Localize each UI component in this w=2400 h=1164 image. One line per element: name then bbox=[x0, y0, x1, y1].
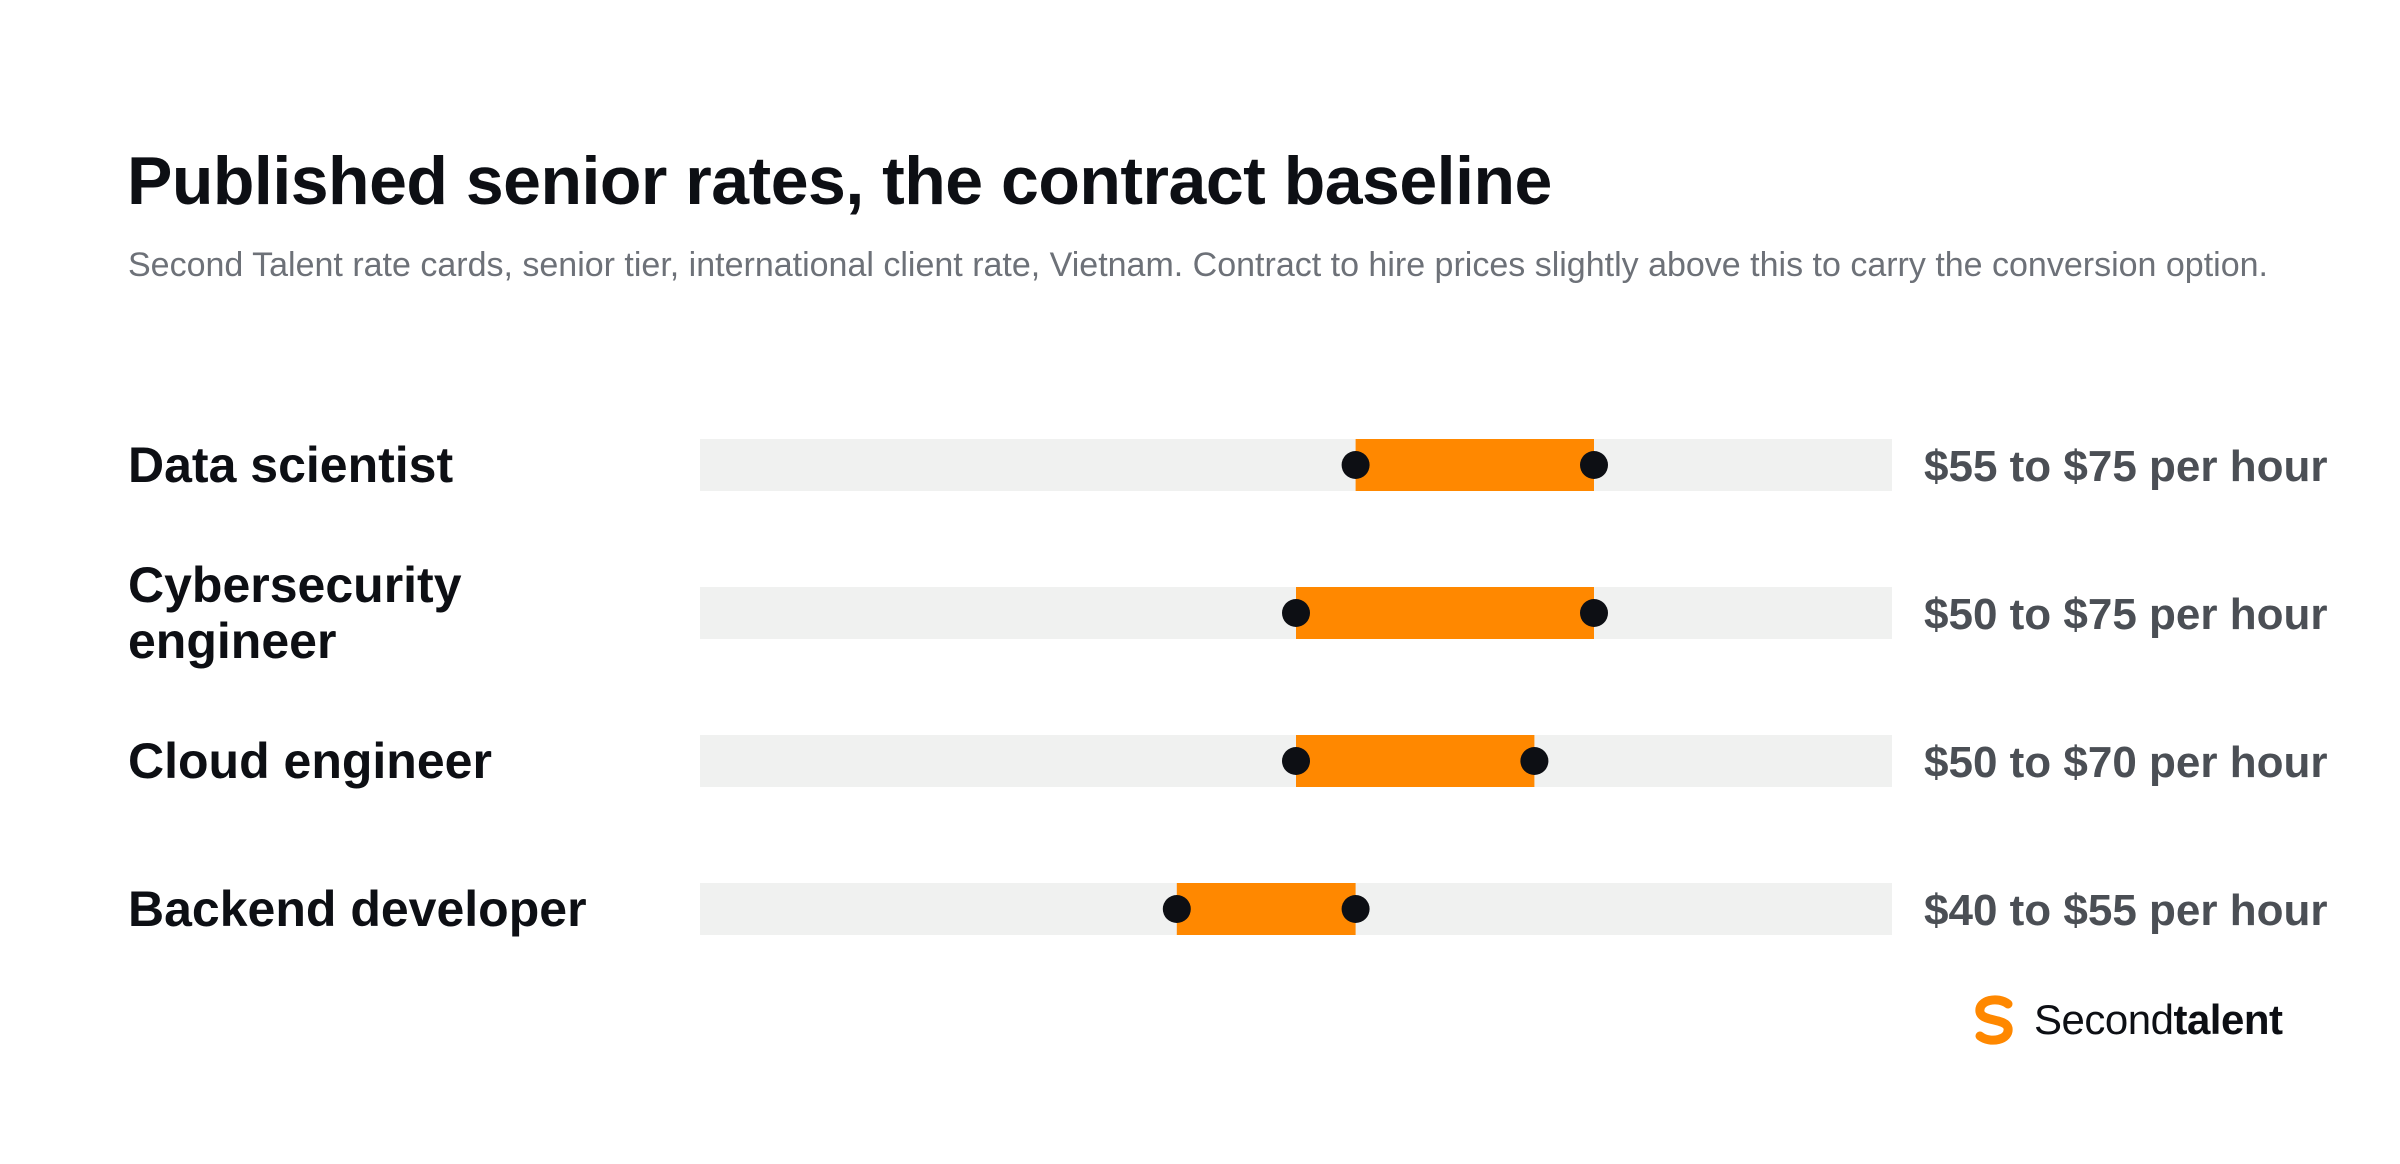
value-label: $50 to $75 per hour bbox=[1924, 590, 2327, 639]
row-label: Backend developer bbox=[128, 881, 587, 937]
chart-subtitle: Second Talent rate cards, senior tier, i… bbox=[128, 246, 2268, 284]
range-low-dot bbox=[1341, 451, 1370, 479]
brand-wordmark: Secondtalent bbox=[2034, 996, 2283, 1044]
row-label-line: engineer bbox=[128, 613, 336, 669]
chart-title: Published senior rates, the contract bas… bbox=[127, 143, 1552, 219]
range-track bbox=[700, 439, 1892, 491]
row-label: Cloud engineer bbox=[128, 733, 492, 789]
value-label: $50 to $70 per hour bbox=[1924, 738, 2327, 787]
range-bar bbox=[1296, 587, 1594, 639]
row-label-line: Backend developer bbox=[128, 881, 587, 937]
range-low-dot bbox=[1282, 747, 1310, 775]
range-low-dot bbox=[1282, 599, 1310, 627]
value-label: $55 to $75 per hour bbox=[1924, 442, 2327, 491]
range-bar bbox=[1355, 439, 1594, 491]
brand-logo: Secondtalent bbox=[1968, 990, 2283, 1050]
brand-name-light: Second bbox=[2034, 996, 2174, 1043]
row-label: Cybersecurity engineer bbox=[128, 557, 462, 669]
row-label-line: Cybersecurity bbox=[128, 557, 462, 613]
brand-name-bold: talent bbox=[2173, 996, 2283, 1043]
row-label: Data scientist bbox=[128, 437, 453, 493]
range-bar bbox=[1176, 883, 1356, 935]
value-label: $40 to $55 per hour bbox=[1924, 886, 2327, 935]
row-label-line: Data scientist bbox=[128, 437, 453, 493]
brand-mark-icon bbox=[1975, 995, 2013, 1045]
range-high-dot bbox=[1341, 895, 1370, 923]
range-high-dot bbox=[1520, 747, 1549, 775]
range-high-dot bbox=[1580, 451, 1608, 479]
range-high-dot bbox=[1580, 599, 1608, 627]
range-low-dot bbox=[1162, 895, 1191, 923]
range-bar bbox=[1296, 735, 1535, 787]
row-label-line: Cloud engineer bbox=[128, 733, 492, 789]
